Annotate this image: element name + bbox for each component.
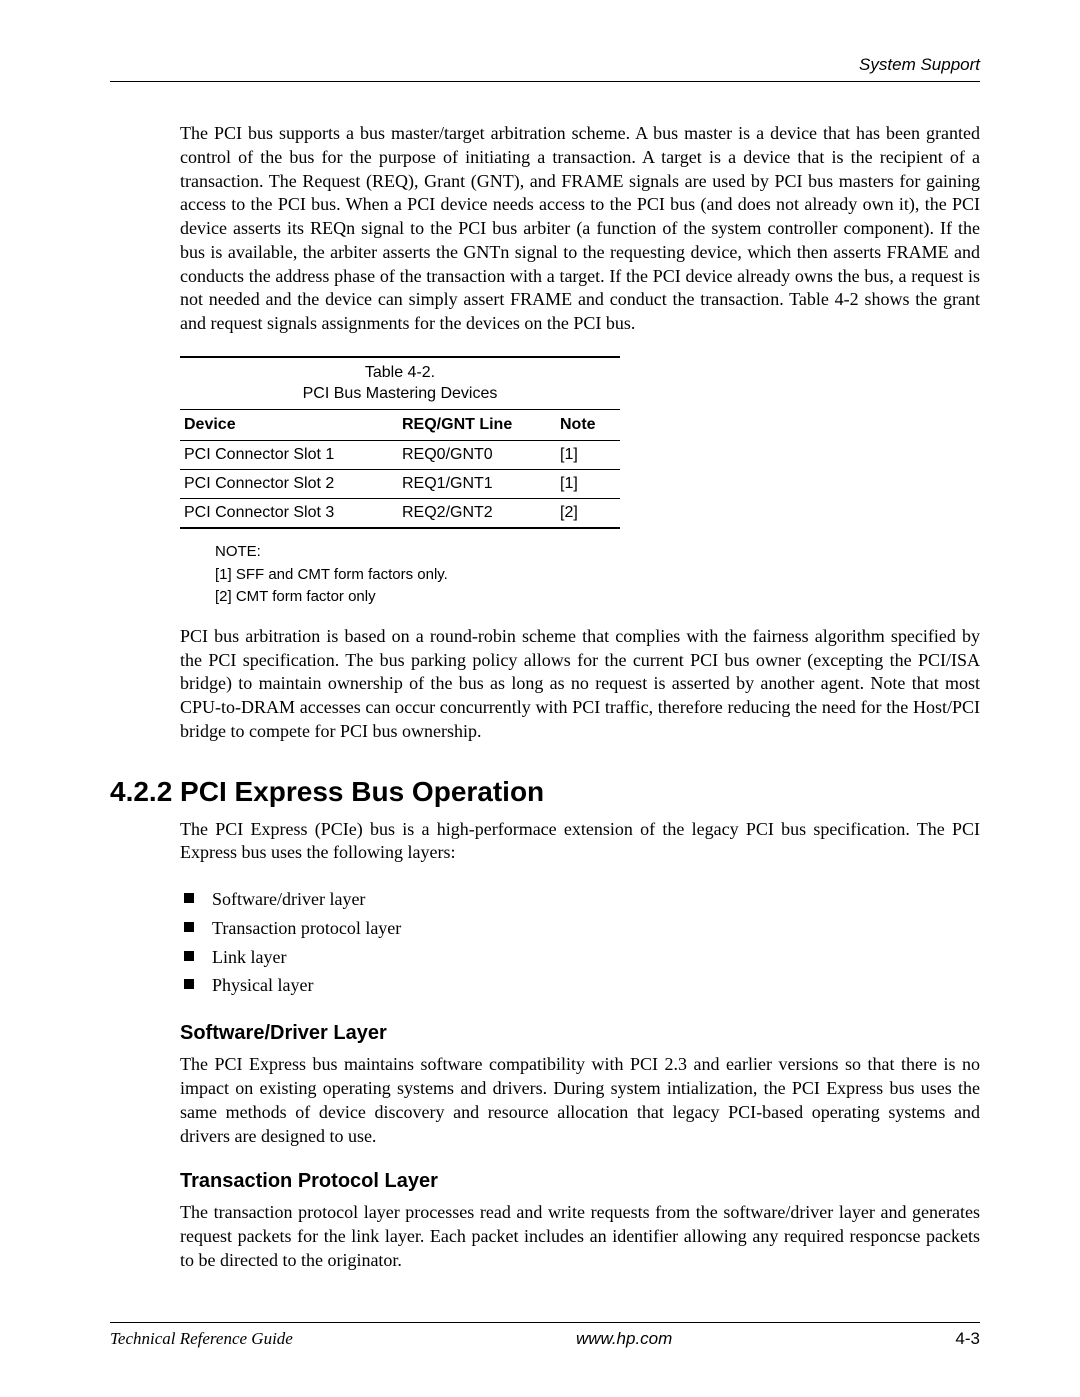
cell-device: PCI Connector Slot 3: [180, 499, 398, 529]
section-intro: The PCI Express (PCIe) bus is a high-per…: [110, 818, 980, 866]
cell-note: [1]: [556, 441, 620, 470]
footer-right: 4-3: [955, 1329, 980, 1349]
list-item: Physical layer: [180, 971, 980, 1000]
sub-heading-transaction: Transaction Protocol Layer: [110, 1170, 980, 1193]
cell-line: REQ2/GNT2: [398, 499, 556, 529]
table-row: PCI Connector Slot 1 REQ0/GNT0 [1]: [180, 441, 620, 470]
footer-center: www.hp.com: [576, 1329, 672, 1349]
section-heading: 4.2.2 PCI Express Bus Operation: [110, 776, 980, 808]
note-label: NOTE:: [215, 541, 980, 564]
transaction-layer-paragraph: The transaction protocol layer processes…: [110, 1201, 980, 1272]
cell-note: [2]: [556, 499, 620, 529]
page-footer: Technical Reference Guide www.hp.com 4-3: [110, 1322, 980, 1349]
table-title-row: Table 4-2. PCI Bus Mastering Devices: [180, 357, 620, 410]
software-layer-paragraph: The PCI Express bus maintains software c…: [110, 1053, 980, 1148]
list-item: Software/driver layer: [180, 885, 980, 914]
cell-line: REQ0/GNT0: [398, 441, 556, 470]
sub-heading-software: Software/Driver Layer: [110, 1022, 980, 1045]
table-notes: NOTE: [1] SFF and CMT form factors only.…: [110, 541, 980, 609]
footer-left: Technical Reference Guide: [110, 1329, 293, 1349]
table-row: PCI Connector Slot 3 REQ2/GNT2 [2]: [180, 499, 620, 529]
table-row: PCI Connector Slot 2 REQ1/GNT1 [1]: [180, 470, 620, 499]
table-container: Table 4-2. PCI Bus Mastering Devices Dev…: [110, 356, 980, 530]
page-header: System Support: [110, 55, 980, 82]
col-note: Note: [556, 410, 620, 441]
table-title: Table 4-2. PCI Bus Mastering Devices: [180, 357, 620, 410]
list-item: Link layer: [180, 943, 980, 972]
table-title-line2: PCI Bus Mastering Devices: [303, 385, 498, 402]
note-2: [2] CMT form factor only: [215, 586, 980, 609]
header-right: System Support: [859, 55, 980, 75]
intro-paragraph: The PCI bus supports a bus master/target…: [110, 122, 980, 336]
layer-list: Software/driver layer Transaction protoc…: [110, 885, 980, 1000]
arbitration-paragraph: PCI bus arbitration is based on a round-…: [110, 625, 980, 744]
list-item: Transaction protocol layer: [180, 914, 980, 943]
col-line: REQ/GNT Line: [398, 410, 556, 441]
cell-note: [1]: [556, 470, 620, 499]
cell-line: REQ1/GNT1: [398, 470, 556, 499]
page: System Support The PCI bus supports a bu…: [0, 0, 1080, 1397]
pci-devices-table: Table 4-2. PCI Bus Mastering Devices Dev…: [180, 356, 620, 530]
cell-device: PCI Connector Slot 2: [180, 470, 398, 499]
cell-device: PCI Connector Slot 1: [180, 441, 398, 470]
table-title-line1: Table 4-2.: [365, 364, 435, 381]
table-header-row: Device REQ/GNT Line Note: [180, 410, 620, 441]
note-1: [1] SFF and CMT form factors only.: [215, 564, 980, 587]
col-device: Device: [180, 410, 398, 441]
